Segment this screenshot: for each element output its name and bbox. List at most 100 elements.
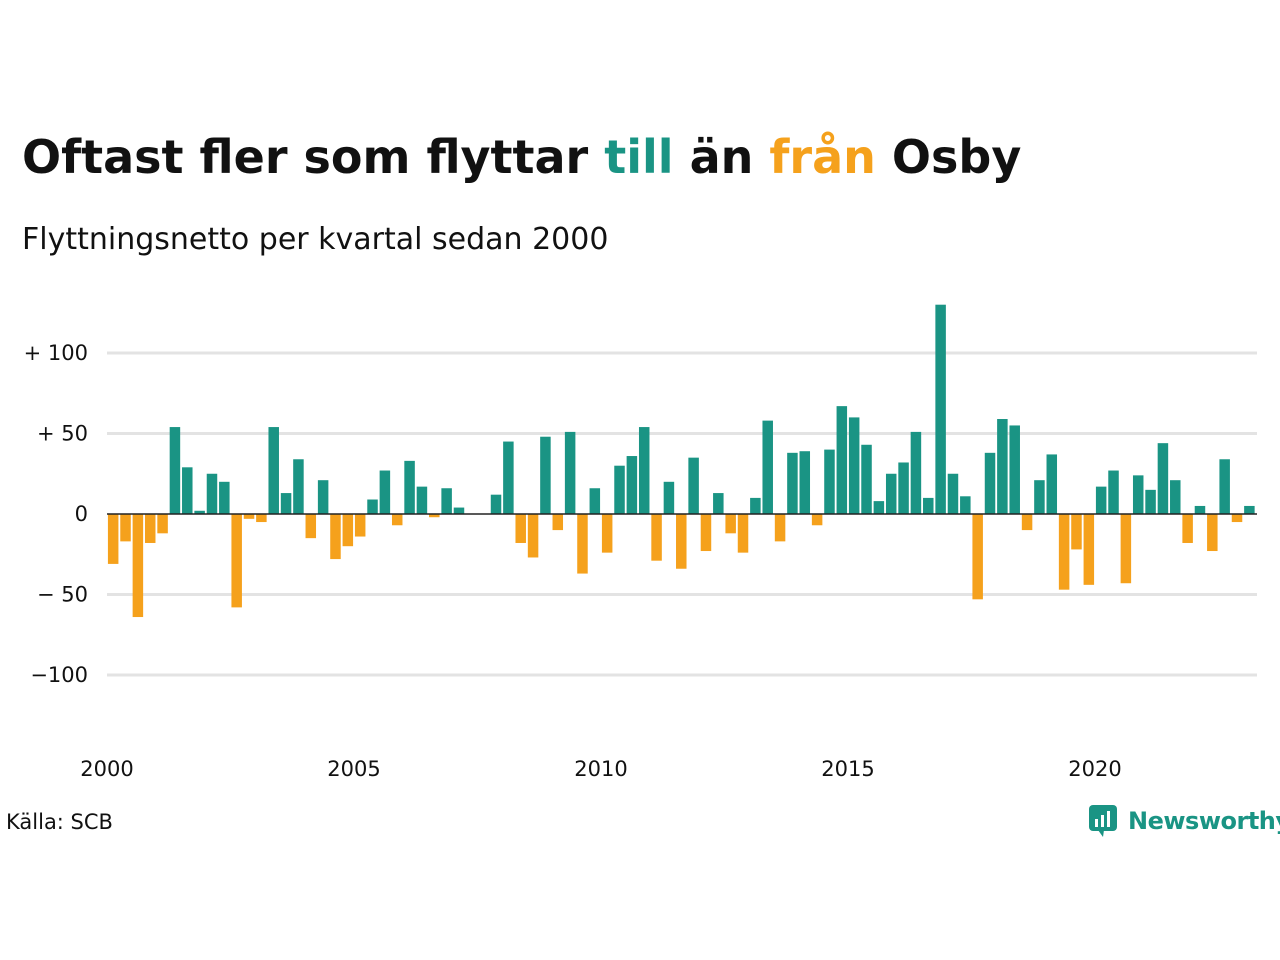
bar-negative[interactable]: [342, 514, 354, 547]
bar-positive[interactable]: [848, 417, 860, 514]
bar-positive[interactable]: [750, 497, 761, 514]
bar-negative[interactable]: [132, 514, 144, 618]
bar-positive[interactable]: [787, 452, 798, 514]
bar-positive[interactable]: [379, 470, 391, 514]
bar-negative[interactable]: [1182, 514, 1193, 543]
bar-positive[interactable]: [1145, 489, 1156, 514]
bar-negative[interactable]: [391, 514, 403, 526]
bar-positive[interactable]: [280, 493, 292, 514]
y-tick-label: −100: [30, 663, 88, 687]
bar-positive[interactable]: [626, 456, 638, 514]
bar-positive[interactable]: [638, 427, 650, 514]
bar-negative[interactable]: [1058, 514, 1070, 590]
bar-positive[interactable]: [1009, 425, 1020, 514]
bar-positive[interactable]: [885, 473, 897, 514]
title-part-3: än: [673, 130, 770, 184]
bar-negative[interactable]: [157, 514, 168, 534]
bar-positive[interactable]: [947, 473, 959, 514]
bar-negative[interactable]: [552, 514, 564, 531]
bar-negative[interactable]: [811, 514, 823, 526]
bar-positive[interactable]: [1244, 505, 1255, 514]
bar-positive[interactable]: [540, 436, 551, 514]
bar-negative[interactable]: [1120, 514, 1132, 584]
bar-positive[interactable]: [206, 473, 218, 514]
bar-positive[interactable]: [1219, 459, 1230, 514]
bar-negative[interactable]: [330, 514, 341, 560]
bar-positive[interactable]: [1132, 475, 1144, 514]
bar-positive[interactable]: [169, 427, 181, 514]
bar-positive[interactable]: [1194, 505, 1206, 514]
bar-positive[interactable]: [293, 459, 304, 514]
chart-subtitle: Flyttningsnetto per kvartal sedan 2000: [22, 222, 609, 257]
bar-negative[interactable]: [725, 514, 736, 534]
bar-positive[interactable]: [1034, 480, 1045, 514]
bar-positive[interactable]: [663, 481, 675, 514]
bar-negative[interactable]: [107, 514, 119, 564]
bar-positive[interactable]: [1108, 470, 1119, 514]
bar-positive[interactable]: [1157, 443, 1169, 514]
bar-negative[interactable]: [231, 514, 242, 608]
bar-negative[interactable]: [429, 514, 440, 518]
bar-positive[interactable]: [219, 481, 230, 514]
bar-negative[interactable]: [737, 514, 749, 553]
bar-positive[interactable]: [935, 304, 946, 514]
bar-negative[interactable]: [256, 514, 267, 523]
x-axis-ticks: 2000 2005 2010 2015 2020: [80, 757, 1121, 781]
bar-positive[interactable]: [898, 462, 909, 514]
bar-negative[interactable]: [1021, 514, 1033, 531]
bar-positive[interactable]: [194, 510, 205, 514]
bar-negative[interactable]: [651, 514, 662, 561]
bar-positive[interactable]: [1046, 454, 1058, 514]
bar-negative[interactable]: [1083, 514, 1095, 585]
bar-negative[interactable]: [972, 514, 983, 600]
bar-negative[interactable]: [1071, 514, 1082, 550]
bar-positive[interactable]: [799, 451, 811, 514]
x-tick-label: 2015: [821, 757, 874, 781]
bar-negative[interactable]: [354, 514, 366, 537]
bar-positive[interactable]: [960, 496, 971, 514]
bar-positive[interactable]: [564, 431, 576, 514]
bar-positive[interactable]: [441, 488, 452, 514]
bar-positive[interactable]: [997, 419, 1008, 514]
title-part-fran: från: [769, 130, 876, 184]
bar-positive[interactable]: [824, 449, 835, 514]
bar-positive[interactable]: [984, 452, 996, 514]
bar-negative[interactable]: [120, 514, 131, 542]
bar-negative[interactable]: [243, 514, 255, 519]
bar-positive[interactable]: [182, 467, 193, 514]
bar-positive[interactable]: [923, 497, 934, 514]
bar-negative[interactable]: [774, 514, 786, 542]
bar-negative[interactable]: [700, 514, 712, 552]
bar-positive[interactable]: [762, 420, 773, 514]
bar-positive[interactable]: [490, 494, 502, 514]
bar-positive[interactable]: [404, 460, 415, 514]
bar-positive[interactable]: [317, 480, 329, 514]
bar-negative[interactable]: [676, 514, 687, 569]
bar-positive[interactable]: [268, 427, 279, 514]
bar-negative[interactable]: [515, 514, 526, 543]
bar-negative[interactable]: [1207, 514, 1218, 552]
bar-positive[interactable]: [910, 431, 922, 514]
bar-negative[interactable]: [1231, 514, 1243, 523]
bar-positive[interactable]: [836, 406, 848, 514]
bar-positive[interactable]: [1095, 486, 1107, 514]
bar-positive[interactable]: [453, 507, 465, 514]
bar-positive[interactable]: [713, 493, 724, 514]
bar-positive[interactable]: [873, 501, 885, 514]
title-part-5: Osby: [875, 130, 1022, 184]
brand-logo[interactable]: Newsworthy: [1088, 804, 1280, 838]
bar-negative[interactable]: [577, 514, 588, 574]
bar-positive[interactable]: [416, 486, 428, 514]
bar-negative[interactable]: [305, 514, 317, 539]
bar-positive[interactable]: [367, 499, 378, 514]
bars: [107, 304, 1255, 618]
bar-positive[interactable]: [688, 457, 699, 514]
bar-positive[interactable]: [503, 441, 514, 514]
bar-positive[interactable]: [614, 465, 625, 514]
bar-negative[interactable]: [144, 514, 156, 543]
bar-positive[interactable]: [861, 444, 872, 514]
bar-negative[interactable]: [527, 514, 539, 558]
bar-negative[interactable]: [601, 514, 613, 553]
bar-positive[interactable]: [589, 488, 601, 514]
bar-positive[interactable]: [1170, 480, 1181, 514]
